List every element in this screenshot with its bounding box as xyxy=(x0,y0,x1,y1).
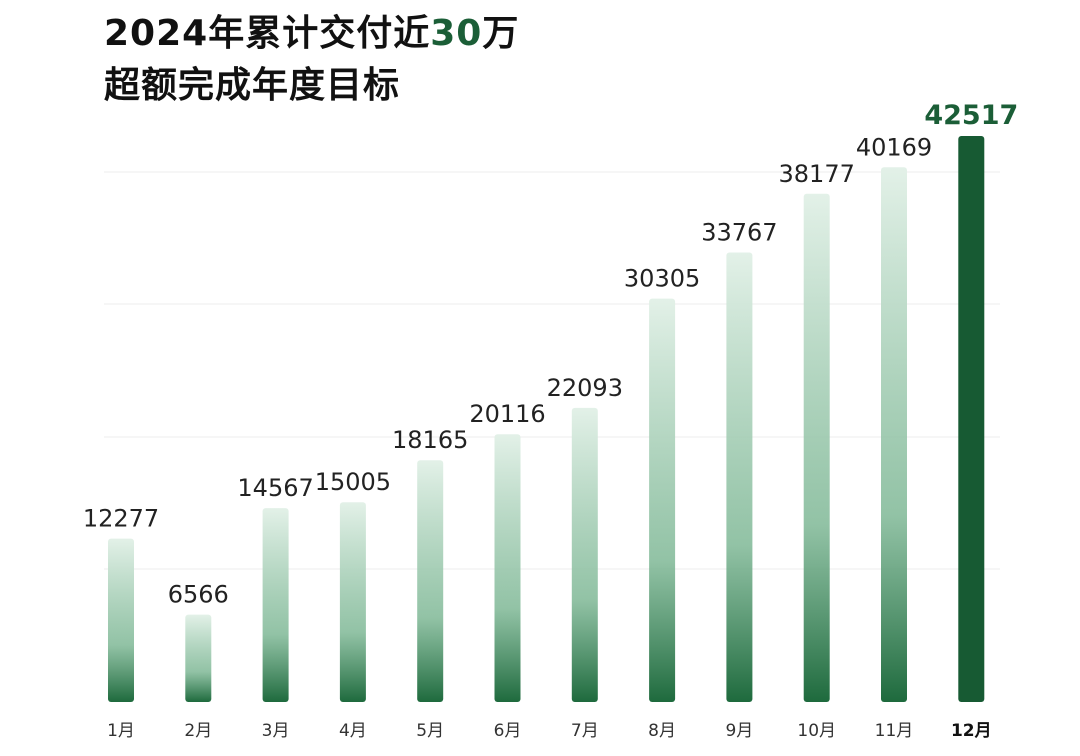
chart-subtitle: 超额完成年度目标 xyxy=(104,65,401,106)
bar-9 xyxy=(726,252,753,702)
x-tick-label-5: 5月 xyxy=(416,721,444,741)
bars xyxy=(108,136,985,703)
bar-5 xyxy=(417,460,444,702)
value-label-3: 14567 xyxy=(237,474,313,502)
chart-title-suffix: 万 xyxy=(482,13,520,54)
x-axis-labels: 1月 2月 3月 4月 5月 6月 7月 8月 9月 10月 11月 12月 xyxy=(107,721,992,741)
bar-7 xyxy=(571,407,598,702)
bar-12 xyxy=(958,136,985,702)
value-label-1: 12277 xyxy=(83,505,159,533)
chart-title-highlight: 30 xyxy=(430,13,483,54)
title-block: 2024年累计交付近30万 超额完成年度目标 xyxy=(104,8,519,112)
x-tick-label-1: 1月 xyxy=(107,721,135,741)
x-tick-label-4: 4月 xyxy=(339,721,367,741)
gridlines xyxy=(104,171,1000,570)
bar-8 xyxy=(649,298,676,702)
value-label-12: 42517 xyxy=(924,100,1018,131)
bar-1 xyxy=(108,538,134,702)
value-label-6: 20116 xyxy=(469,400,545,428)
x-tick-label-3: 3月 xyxy=(262,721,290,741)
value-label-5: 18165 xyxy=(392,426,468,454)
value-label-10: 38177 xyxy=(779,160,855,188)
x-tick-label-6: 6月 xyxy=(494,721,522,741)
bar-2 xyxy=(185,614,212,702)
chart-title-prefix: 2024年累计交付近 xyxy=(104,13,431,54)
x-tick-label-8: 8月 xyxy=(648,721,676,741)
value-label-2: 6566 xyxy=(168,581,229,609)
x-tick-label-2: 2月 xyxy=(184,721,212,741)
bar-10 xyxy=(803,193,830,703)
value-label-9: 33767 xyxy=(701,219,777,247)
bar-4 xyxy=(339,502,366,702)
bar-11 xyxy=(881,167,907,703)
bar-3 xyxy=(262,508,289,702)
x-tick-label-10: 10月 xyxy=(797,721,836,741)
value-label-7: 22093 xyxy=(547,374,623,402)
x-tick-label-11: 11月 xyxy=(875,721,914,741)
x-tick-label-12: 12月 xyxy=(951,721,992,741)
value-label-11: 40169 xyxy=(856,133,932,161)
value-label-8: 30305 xyxy=(624,265,700,293)
x-tick-label-7: 7月 xyxy=(571,721,599,741)
chart-title: 2024年累计交付近30万 xyxy=(104,8,519,60)
value-label-4: 15005 xyxy=(315,468,391,496)
x-tick-label-9: 9月 xyxy=(725,721,753,741)
bar-6 xyxy=(494,434,521,702)
